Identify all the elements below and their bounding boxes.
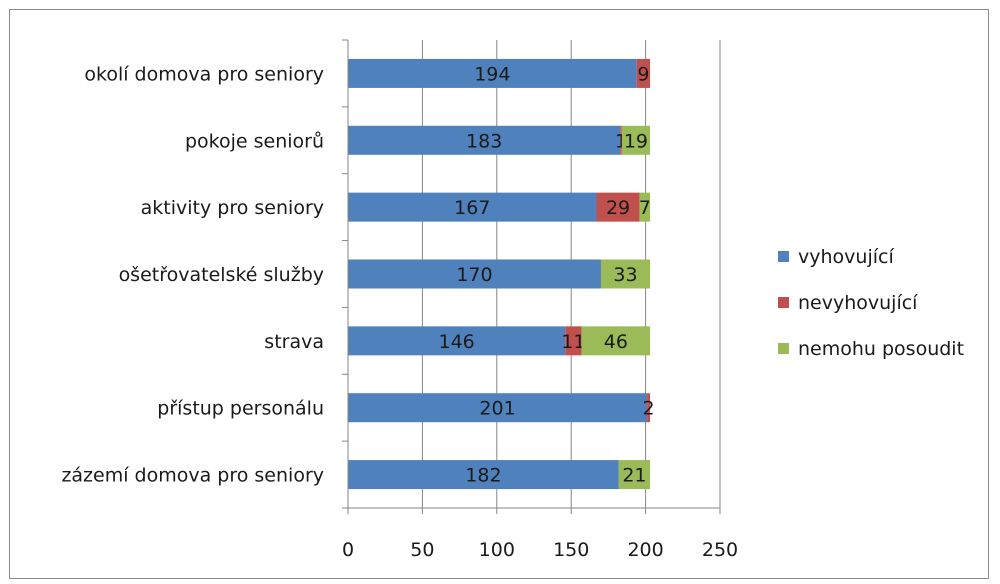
legend: vyhovující nevyhovující nemohu posoudit bbox=[778, 246, 964, 360]
bar-3-4 bbox=[600, 259, 651, 289]
category-label: pokoje seniorů bbox=[185, 130, 324, 152]
bar-2-2 bbox=[647, 393, 651, 423]
category-label: přístup personálu bbox=[157, 398, 324, 420]
y-tick-marks bbox=[342, 39, 348, 509]
data-label-1-5: 167 bbox=[454, 197, 490, 219]
data-label-3-4: 33 bbox=[613, 264, 637, 286]
data-label-1-7: 194 bbox=[474, 63, 510, 85]
x-tick-label: 50 bbox=[410, 539, 434, 561]
category-label: ošetřovatelské služby bbox=[119, 264, 324, 286]
category-label: strava bbox=[264, 331, 324, 353]
x-tick-label: 250 bbox=[702, 539, 738, 561]
data-label-3-5: 7 bbox=[639, 197, 651, 219]
bar-1-5 bbox=[348, 192, 597, 222]
bar-1-3 bbox=[348, 326, 566, 356]
data-label-3-3: 46 bbox=[604, 331, 628, 353]
x-tick-label: 200 bbox=[627, 539, 663, 561]
bar-1-4 bbox=[348, 259, 601, 289]
data-label-1-6: 183 bbox=[466, 130, 502, 152]
legend-swatch-3 bbox=[778, 343, 789, 354]
category-label: okolí domova pro seniory bbox=[84, 63, 324, 85]
x-tick-label: 150 bbox=[553, 539, 589, 561]
data-label-2-7: 9 bbox=[637, 63, 649, 85]
data-label-2-5: 29 bbox=[606, 197, 630, 219]
legend-label-2: nevyhovující bbox=[798, 292, 918, 314]
x-tick-labels: 0 50 100 150 200 250 bbox=[342, 508, 738, 561]
bar-3-6 bbox=[621, 125, 651, 155]
legend-label-3: nemohu posoudit bbox=[798, 338, 964, 360]
bar-2-7 bbox=[636, 58, 651, 88]
category-label: zázemí domova pro seniory bbox=[61, 465, 324, 487]
bar-3-1 bbox=[618, 460, 651, 490]
bar-2-3 bbox=[565, 326, 582, 356]
bar-1-2 bbox=[348, 393, 648, 423]
bar-1-1 bbox=[348, 460, 619, 490]
legend-swatch-1 bbox=[778, 251, 789, 262]
legend-label-1: vyhovující bbox=[798, 246, 894, 268]
bar-2-6 bbox=[620, 125, 622, 155]
category-labels: zázemí domova pro seniory přístup personá… bbox=[61, 63, 324, 486]
data-label-1-3: 146 bbox=[438, 331, 474, 353]
data-label-1-2: 201 bbox=[479, 398, 515, 420]
data-label-2-2: 2 bbox=[643, 398, 655, 420]
legend-swatch-2 bbox=[778, 297, 789, 308]
bar-2-5 bbox=[596, 192, 640, 222]
category-label: aktivity pro seniory bbox=[141, 197, 324, 219]
x-tick-label: 100 bbox=[479, 539, 515, 561]
bar-3-3 bbox=[581, 326, 651, 356]
bar-1-7 bbox=[348, 58, 637, 88]
data-label-2-3: 11 bbox=[561, 331, 585, 353]
bar-1-6 bbox=[348, 125, 621, 155]
bar-3-5 bbox=[639, 192, 651, 222]
data-label-1-1: 182 bbox=[465, 465, 501, 487]
x-tick-label: 0 bbox=[342, 539, 354, 561]
data-label-3-6: 19 bbox=[624, 130, 648, 152]
data-label-3-1: 21 bbox=[622, 465, 646, 487]
data-label-1-4: 170 bbox=[456, 264, 492, 286]
